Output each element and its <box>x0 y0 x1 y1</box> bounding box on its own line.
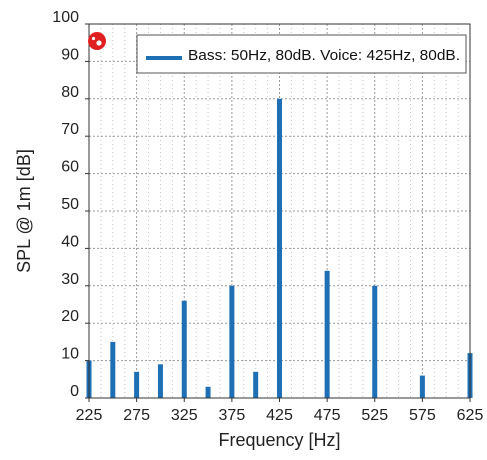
y-tick-label: 30 <box>61 271 79 288</box>
legend-box <box>136 34 467 74</box>
bar <box>229 285 235 398</box>
red-circle-badge-icon <box>88 32 106 50</box>
badge-dot <box>96 40 102 46</box>
x-tick-label: 325 <box>171 407 198 424</box>
bar <box>372 285 378 398</box>
bar <box>134 371 140 398</box>
bar <box>253 371 259 398</box>
legend-entry: Bass: 50Hz, 80dB. Voice: 425Hz, 80dB. <box>188 47 460 64</box>
x-axis-label: Frequency [Hz] <box>218 430 340 450</box>
x-tick-label: 625 <box>457 407 484 424</box>
x-tick-label: 475 <box>314 407 341 424</box>
bar <box>181 300 187 398</box>
badge-dot <box>91 36 96 41</box>
y-tick-label: 10 <box>61 346 79 363</box>
y-tick-label: 40 <box>61 233 79 250</box>
x-tick-label: 375 <box>219 407 246 424</box>
bar <box>324 270 330 398</box>
x-tick-label: 225 <box>76 407 103 424</box>
x-tick-label: 275 <box>123 407 150 424</box>
y-tick-label: 60 <box>61 159 79 176</box>
x-tick-label: 525 <box>361 407 388 424</box>
y-axis-label: SPL @ 1m [dB] <box>14 149 34 273</box>
x-tick-label: 575 <box>409 407 436 424</box>
bar <box>110 341 116 398</box>
y-tick-label: 80 <box>61 84 79 101</box>
y-tick-label: 20 <box>61 308 79 325</box>
y-tick-label: 0 <box>70 383 79 400</box>
y-tick-label: 90 <box>61 46 79 63</box>
y-tick-label: 100 <box>52 9 79 26</box>
bar <box>419 375 425 398</box>
axes <box>85 23 471 402</box>
x-tick-label: 425 <box>266 407 293 424</box>
bar <box>277 98 282 399</box>
y-tick-label: 70 <box>61 121 79 138</box>
bar <box>157 364 163 398</box>
legend: Bass: 50Hz, 80dB. Voice: 425Hz, 80dB. <box>136 34 467 74</box>
bar <box>205 386 211 398</box>
badge-circle <box>88 32 106 50</box>
tick-labels: 0 10 20 30 40 50 60 70 80 90 100 225 275 325 375 425 475… <box>52 9 483 424</box>
y-tick-label: 50 <box>61 196 79 213</box>
